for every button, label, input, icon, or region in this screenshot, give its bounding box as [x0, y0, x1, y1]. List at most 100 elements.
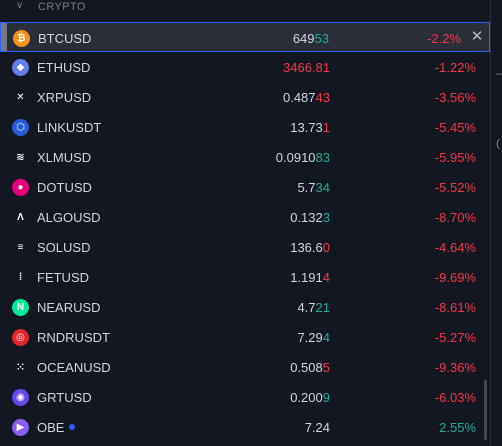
change-percent: -9.69%: [434, 270, 476, 285]
watchlist-row-rndrusdt[interactable]: ◎ RNDRUSDT 7.294 -5.27%: [0, 322, 490, 352]
link-icon: ⬡: [12, 119, 29, 136]
panel-edge: [490, 0, 502, 446]
price-tick-digits: 43: [315, 90, 330, 105]
symbol-label: XRPUSD: [37, 90, 91, 105]
price-tick-digits: 9: [322, 390, 330, 405]
price-main: 0.200: [290, 390, 323, 405]
watchlist-row-xlmusd[interactable]: ≋ XLMUSD 0.091083 -5.95%: [0, 142, 490, 172]
fet-icon: ⁞: [12, 269, 29, 286]
price-main: 0.132: [290, 210, 323, 225]
watchlist-row-algousd[interactable]: Λ ALGOUSD 0.1323 -8.70%: [0, 202, 490, 232]
near-icon: N: [12, 299, 29, 316]
last-price: 7.24: [305, 420, 330, 435]
price-main: 0.508: [290, 360, 323, 375]
edge-tick: –: [496, 66, 502, 80]
watchlist-row-ethusd[interactable]: ◆ ETHUSD 3466.81 -1.22%: [0, 52, 490, 82]
symbol-text: NEARUSD: [37, 300, 101, 315]
sol-icon: ≡: [12, 239, 29, 256]
watchlist-row-obe[interactable]: ▶ OBE 7.24 2.55%: [0, 412, 490, 442]
watchlist-row-btcusd[interactable]: ₿ BTCUSD 64953 -2.2% ✕: [0, 22, 490, 52]
change-percent: -6.03%: [434, 390, 476, 405]
change-percent: -4.64%: [434, 240, 476, 255]
symbol-text: RNDRUSDT: [37, 330, 110, 345]
price-main: 136.6: [290, 240, 323, 255]
price-main: 649: [292, 31, 315, 46]
symbol-text: ALGOUSD: [37, 210, 101, 225]
section-title: CRYPTO: [38, 1, 86, 13]
last-price: 7.294: [297, 330, 330, 345]
symbol-label: XLMUSD: [37, 150, 91, 165]
price-main: 0.0910: [275, 150, 316, 165]
last-price: 0.2009: [290, 390, 330, 405]
change-percent: -5.52%: [434, 180, 476, 195]
symbol-text: FETUSD: [37, 270, 89, 285]
price-tick-digits: 1: [322, 120, 330, 135]
section-header-crypto[interactable]: ∨ CRYPTO: [0, 0, 490, 18]
last-price: 5.734: [297, 180, 330, 195]
symbol-label: BTCUSD: [38, 31, 91, 46]
algo-icon: Λ: [12, 209, 29, 226]
symbol-label: SOLUSD: [37, 240, 90, 255]
change-percent: -5.27%: [434, 330, 476, 345]
last-price: 1.1914: [290, 270, 330, 285]
symbol-text: SOLUSD: [37, 240, 91, 255]
change-percent: -1.22%: [434, 60, 476, 75]
change-percent: -5.45%: [434, 120, 476, 135]
last-price: 0.1323: [290, 210, 330, 225]
symbol-text: LINKUSDT: [37, 120, 102, 135]
symbol-label: OBE: [37, 420, 76, 435]
symbol-label: OCEANUSD: [37, 360, 111, 375]
symbol-label: ALGOUSD: [37, 210, 101, 225]
symbol-text: BTCUSD: [38, 31, 92, 46]
watchlist-row-linkusdt[interactable]: ⬡ LINKUSDT 13.731 -5.45%: [0, 112, 490, 142]
symbol-label: NEARUSD: [37, 300, 101, 315]
price-tick-digits: 83: [315, 150, 330, 165]
obe-icon: ▶: [12, 419, 29, 436]
scrollbar[interactable]: [484, 380, 487, 440]
watchlist-row-oceanusd[interactable]: ⁙ OCEANUSD 0.5085 -9.36%: [0, 352, 490, 382]
eth-icon: ◆: [12, 59, 29, 76]
price-main: 7.29: [297, 330, 323, 345]
change-percent: -8.61%: [434, 300, 476, 315]
change-percent: -8.70%: [434, 210, 476, 225]
price-main: 3466.81: [283, 60, 330, 75]
watchlist-row-dotusd[interactable]: ● DOTUSD 5.734 -5.52%: [0, 172, 490, 202]
watchlist-row-grtusd[interactable]: ◉ GRTUSD 0.2009 -6.03%: [0, 382, 490, 412]
symbol-label: FETUSD: [37, 270, 89, 285]
symbol-text: GRTUSD: [37, 390, 92, 405]
watchlist-row-nearusd[interactable]: N NEARUSD 4.721 -8.61%: [0, 292, 490, 322]
xrp-icon: ✕: [12, 89, 29, 106]
chevron-down-icon[interactable]: ∨: [16, 0, 24, 11]
watchlist-row-xrpusd[interactable]: ✕ XRPUSD 0.48743 -3.56%: [0, 82, 490, 112]
watchlist-row-fetusd[interactable]: ⁞ FETUSD 1.1914 -9.69%: [0, 262, 490, 292]
watchlist-row-solusd[interactable]: ≡ SOLUSD 136.60 -4.64%: [0, 232, 490, 262]
change-percent: 2.55%: [439, 420, 476, 435]
price-tick-digits: 0: [322, 240, 330, 255]
price-tick-digits: 5: [322, 360, 330, 375]
price-tick-digits: 3: [322, 210, 330, 225]
symbol-text: ETHUSD: [37, 60, 91, 75]
price-main: 4.7: [297, 300, 316, 315]
last-price: 0.48743: [283, 90, 330, 105]
last-price: 0.5085: [290, 360, 330, 375]
last-price: 4.721: [297, 300, 330, 315]
grt-icon: ◉: [12, 389, 29, 406]
symbol-label: LINKUSDT: [37, 120, 101, 135]
change-percent: -5.95%: [434, 150, 476, 165]
price-main: 1.191: [290, 270, 323, 285]
dot-icon: ●: [12, 179, 29, 196]
price-tick-digits: 4: [322, 270, 330, 285]
price-main: 0.487: [282, 90, 316, 105]
symbol-label: DOTUSD: [37, 180, 92, 195]
last-price: 3466.81: [283, 60, 330, 75]
symbol-text: XLMUSD: [37, 150, 92, 165]
change-percent: -2.2%: [427, 31, 461, 46]
price-tick-digits: 53: [314, 31, 329, 46]
ocean-icon: ⁙: [12, 359, 29, 376]
status-dot-icon: [69, 424, 76, 430]
symbol-label: GRTUSD: [37, 390, 92, 405]
close-icon[interactable]: ✕: [469, 28, 485, 45]
symbol-text: DOTUSD: [37, 180, 92, 195]
symbol-label: ETHUSD: [37, 60, 90, 75]
rndr-icon: ◎: [12, 329, 29, 346]
